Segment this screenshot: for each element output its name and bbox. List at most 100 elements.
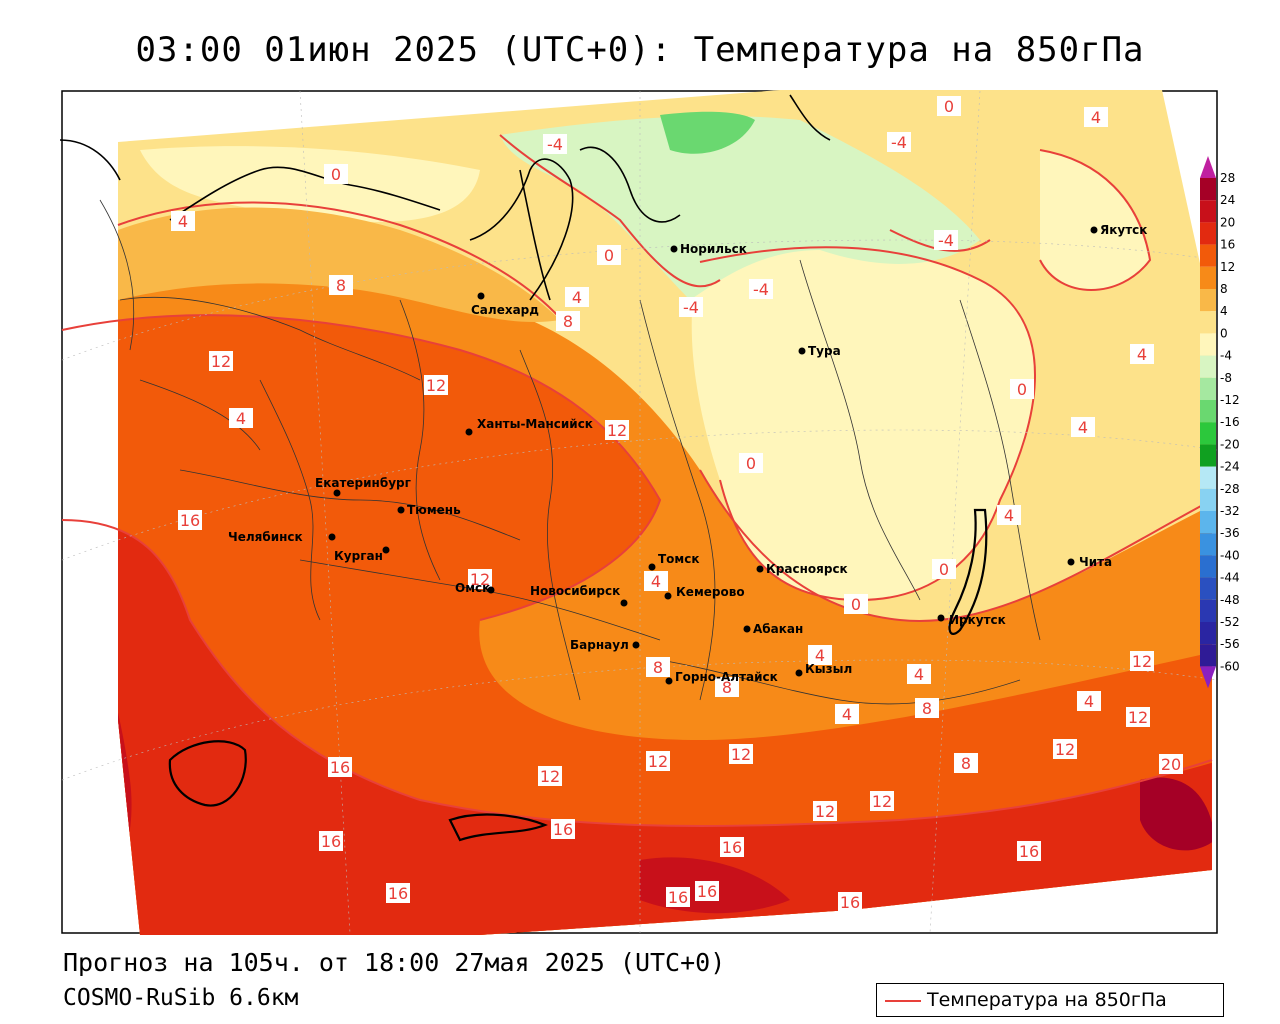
isotherm-label-box (468, 569, 492, 589)
city-marker (648, 563, 656, 571)
isotherm-label: -4 (891, 133, 907, 152)
colorbar-swatch (1200, 289, 1216, 312)
colorbar-swatch (1200, 444, 1216, 467)
isotherm-label-box (729, 744, 753, 764)
colorbar-tick-label: 4 (1220, 304, 1228, 318)
isotherm-label: 12 (815, 802, 835, 821)
isotherm-label: 0 (1017, 380, 1027, 399)
isotherm-label-box (937, 96, 961, 116)
forecast-info: Прогноз на 105ч. от 18:00 27мая 2025 (UT… (63, 948, 726, 977)
colorbar-tick-label: 28 (1220, 171, 1235, 185)
isotherm-label: 12 (211, 352, 231, 371)
colorbar-swatch (1200, 222, 1216, 245)
legend-line-swatch (885, 1000, 921, 1002)
isotherm-label-box (319, 831, 343, 851)
isotherm-label-box (1159, 754, 1183, 774)
region-boundaries (99, 199, 1041, 705)
colorbar-tick-label: -36 (1220, 526, 1240, 540)
isotherm-label-box (1084, 107, 1108, 127)
isotherm-label: 8 (722, 678, 732, 697)
colorbar-tick-label: -12 (1220, 393, 1240, 407)
isotherm-label-box (386, 883, 410, 903)
temperature-field (118, 90, 1212, 935)
city-marker (795, 669, 803, 677)
isotherm-label-box (329, 275, 353, 295)
colorbar-swatch (1200, 266, 1216, 289)
colorbar-tick-label: -28 (1220, 482, 1240, 496)
city-marker (465, 428, 473, 436)
city-label: Ханты-Мансийск (477, 417, 593, 431)
isotherm-label: 12 (1128, 708, 1148, 727)
city-label: Барнаул (570, 638, 629, 652)
colorbar-swatch (1200, 377, 1216, 400)
isotherm-label-box (209, 351, 233, 371)
isotherm-label-box (720, 837, 744, 857)
isotherm-label: 12 (1132, 652, 1152, 671)
city-marker (670, 245, 678, 253)
isotherm-label-box (328, 757, 352, 777)
isotherm-label-box (844, 594, 868, 614)
isotherm-label: -4 (938, 231, 954, 250)
city-label: Кызыл (805, 662, 852, 676)
isotherm-label-box (1130, 651, 1154, 671)
isotherm-label: 4 (1084, 692, 1094, 711)
city-marker (1090, 226, 1098, 234)
colorbar-swatch (1200, 644, 1216, 667)
isotherm-label-box (679, 297, 703, 317)
colorbar-swatch (1200, 422, 1216, 445)
colorbar-swatch (1200, 533, 1216, 556)
isotherm-label-box (907, 664, 931, 684)
colorbar-bottom-arrow (1200, 666, 1216, 689)
isotherm-label-box (551, 819, 575, 839)
isotherm-label: 8 (336, 276, 346, 295)
city-marker (664, 592, 672, 600)
isotherm-label-box (915, 698, 939, 718)
isotherm-label-box (739, 453, 763, 473)
isotherm-label: 20 (1161, 755, 1181, 774)
colorbar-tick-label: 8 (1220, 282, 1228, 296)
colorbar-tick-label: -32 (1220, 504, 1240, 518)
isotherm-label: 8 (563, 312, 573, 331)
isotherm-label: 4 (1004, 506, 1014, 525)
city-label: Омск (455, 581, 490, 595)
city-marker (1067, 558, 1075, 566)
isotherm-label-box (1071, 417, 1095, 437)
isotherm-label: 4 (572, 288, 582, 307)
isotherm-label: 12 (731, 745, 751, 764)
isotherm-label-box (424, 375, 448, 395)
lake-baikal (948, 508, 988, 635)
colorbar-tick-label: 12 (1220, 260, 1235, 274)
isotherm-label-box (932, 559, 956, 579)
isotherm-label: 16 (840, 893, 860, 912)
colorbar-tick-label: 20 (1220, 215, 1235, 229)
isotherm-label: -4 (683, 298, 699, 317)
city-label: Чита (1079, 555, 1112, 569)
isotherm-label: 0 (944, 97, 954, 116)
isotherm-label-box (644, 571, 668, 591)
isotherm-label: 16 (330, 758, 350, 777)
isotherm-label-box (171, 211, 195, 231)
isotherm-label: 12 (540, 767, 560, 786)
colorbar-tick-label: -56 (1220, 637, 1240, 651)
colorbar-tick-label: -52 (1220, 615, 1240, 629)
isotherm-label: 16 (180, 511, 200, 530)
isotherm-label: 4 (815, 646, 825, 665)
city-marker (937, 614, 945, 622)
isotherm-label: 4 (1078, 418, 1088, 437)
isotherm-label-box (646, 657, 670, 677)
colorbar-swatch (1200, 400, 1216, 423)
colorbar-tick-label: -20 (1220, 437, 1240, 451)
isotherm-label: 0 (331, 165, 341, 184)
colorbar-swatch (1200, 355, 1216, 378)
isotherm-label: 0 (851, 595, 861, 614)
city-marker (743, 625, 751, 633)
isotherm-label-box (565, 287, 589, 307)
isotherm-label: 12 (426, 376, 446, 395)
isotherm-label-box (324, 164, 348, 184)
isotherm-label-box (646, 751, 670, 771)
isotherm-label: 12 (470, 570, 490, 589)
isotherm-label: 0 (604, 246, 614, 265)
city-label: Томск (658, 552, 700, 566)
isotherm-label: 4 (842, 705, 852, 724)
isotherm-label: 8 (653, 658, 663, 677)
